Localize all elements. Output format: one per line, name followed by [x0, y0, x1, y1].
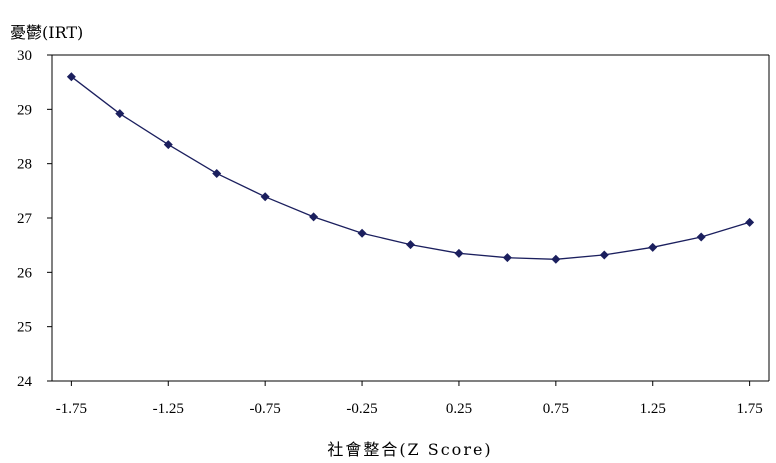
y-tick-label: 27	[17, 211, 33, 227]
data-point-marker	[648, 243, 657, 252]
data-point-marker	[454, 249, 463, 258]
x-tick-label: 0.75	[543, 401, 569, 417]
series-group	[67, 72, 754, 264]
x-axis-ticks: -1.75 -1.25 -0.75 -0.25 0.25 0.75 1.25 1.75	[56, 381, 763, 417]
y-tick-label: 29	[17, 102, 32, 118]
plot-area: 24 25 26 27 28 29 30 -1.75 -1.25 -0.75 -0.25 0.25 0…	[17, 48, 769, 417]
data-point-marker	[212, 169, 221, 178]
data-point-marker	[358, 229, 367, 238]
x-axis-title: 社會整合(Z Score)	[327, 440, 492, 459]
x-tick-label: 1.75	[736, 401, 762, 417]
x-tick-label: -1.25	[153, 401, 184, 417]
y-tick-label: 26	[17, 265, 33, 281]
data-point-marker	[406, 240, 415, 249]
y-tick-label: 24	[17, 374, 33, 390]
x-tick-label: -0.75	[250, 401, 281, 417]
x-tick-label: 0.25	[446, 401, 472, 417]
x-tick-label: -1.75	[56, 401, 87, 417]
series-line	[71, 77, 749, 260]
data-point-marker	[745, 218, 754, 227]
y-axis-ticks: 24 25 26 27 28 29 30	[17, 48, 52, 390]
data-point-marker	[600, 250, 609, 259]
data-point-marker	[261, 192, 270, 201]
y-tick-label: 25	[17, 320, 32, 336]
x-tick-label: -0.25	[346, 401, 377, 417]
y-tick-label: 30	[17, 48, 32, 64]
data-point-marker	[697, 233, 706, 242]
data-point-marker	[309, 212, 318, 221]
data-point-marker	[503, 253, 512, 262]
x-tick-label: 1.25	[640, 401, 666, 417]
data-point-marker	[164, 140, 173, 149]
y-tick-label: 28	[17, 157, 32, 173]
y-axis-title: 憂鬱(IRT)	[10, 23, 83, 42]
data-point-marker	[551, 255, 560, 264]
